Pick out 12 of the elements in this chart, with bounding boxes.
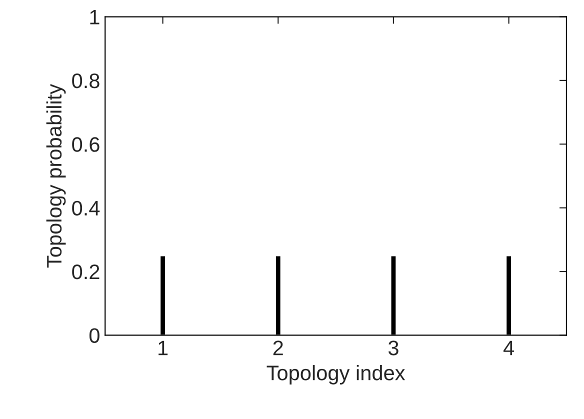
y-tick-label: 1 <box>90 10 100 24</box>
x-tick-label: 2 <box>273 340 283 356</box>
y-tick-label: 0.2 <box>72 264 100 280</box>
y-tick-label: 0.6 <box>72 137 100 152</box>
y-tick-label: 0.4 <box>72 200 100 216</box>
x-axis-title: Topology index <box>266 365 406 384</box>
x-tick-label: 3 <box>388 340 398 356</box>
y-tick-label: 0.8 <box>72 73 100 88</box>
x-tick-label: 1 <box>158 340 168 356</box>
y-tick-label: 0 <box>89 328 100 343</box>
y-axis-title: Topology probability <box>46 84 66 268</box>
x-tick-label: 4 <box>503 340 514 356</box>
